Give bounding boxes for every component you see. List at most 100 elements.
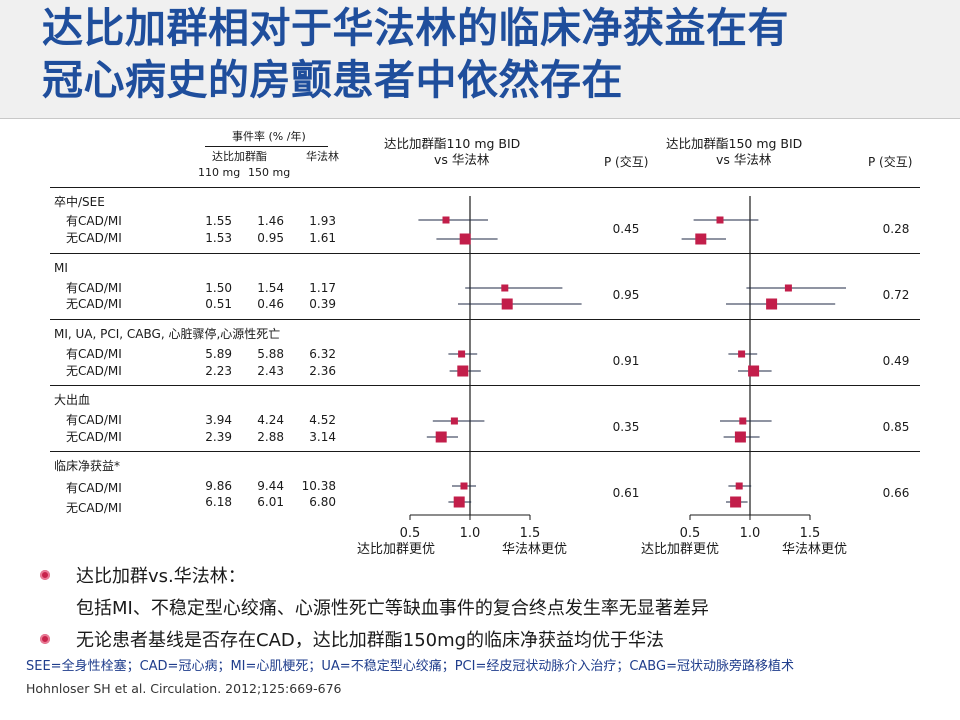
page-title-line2: 冠心病史的房颤患者中依然存在 <box>42 56 623 104</box>
p-value-150: 0.85 <box>882 420 910 434</box>
rate-d110: 6.18 <box>205 495 232 509</box>
hazard-ratio-marker <box>738 350 746 358</box>
rate-warfarin: 10.38 <box>301 479 336 493</box>
rate-d150: 0.46 <box>257 297 284 311</box>
p-value-110: 0.61 <box>612 486 640 500</box>
table-header-rule <box>50 187 920 188</box>
rate-warfarin: 0.39 <box>309 297 336 311</box>
forest2-title-line1: 达比加群酯150 mg BID <box>666 136 803 151</box>
p-value-110: 0.45 <box>612 222 640 236</box>
hazard-ratio-marker <box>784 284 792 292</box>
x-tick-label: 1.5 <box>520 526 541 541</box>
rate-warfarin: 1.61 <box>309 231 336 245</box>
row-label: 有CAD/MI <box>66 481 122 495</box>
favors-dabigatran-label-2: 达比加群更优 <box>641 542 720 557</box>
bullet-2: 无论患者基线是否存在CAD，达比加群酯150mg的临床净获益均优于华法 <box>76 630 665 651</box>
p-interaction-header-1: P (交互) <box>604 155 649 169</box>
citation: Hohnloser SH et al. Circulation. 2012;12… <box>26 681 342 696</box>
rate-warfarin: 6.32 <box>309 347 336 361</box>
hazard-ratio-marker <box>460 482 468 490</box>
rate-warfarin: 2.36 <box>309 364 336 378</box>
p-value-150: 0.28 <box>882 222 910 236</box>
row-label: 有CAD/MI <box>66 347 122 361</box>
p-value-150: 0.49 <box>882 354 910 368</box>
forest1-title-line2: vs 华法林 <box>434 152 490 167</box>
rate-warfarin: 1.93 <box>309 214 336 228</box>
row-label: 无CAD/MI <box>66 297 122 311</box>
row-label: 有CAD/MI <box>66 281 122 295</box>
row-label: 无CAD/MI <box>66 501 122 515</box>
hazard-ratio-marker <box>739 417 747 425</box>
rate-d110: 3.94 <box>205 413 232 427</box>
bullet-icon <box>40 570 50 580</box>
dabigatran-header: 达比加群酯 <box>212 150 267 163</box>
favors-warfarin-label-1: 华法林更优 <box>502 542 568 557</box>
p-value-110: 0.91 <box>612 354 640 368</box>
hazard-ratio-marker <box>766 298 778 310</box>
rate-d150: 5.88 <box>257 347 284 361</box>
hazard-ratio-marker <box>716 216 724 224</box>
rate-d110: 0.51 <box>205 297 232 311</box>
p-value-150: 0.72 <box>882 288 910 302</box>
x-tick-label: 0.5 <box>680 526 701 541</box>
forest2-title-line2: vs 华法林 <box>716 152 772 167</box>
group-separator <box>50 385 920 386</box>
hazard-ratio-marker <box>735 482 743 490</box>
hazard-ratio-marker <box>501 284 509 292</box>
title-separator <box>0 118 960 119</box>
x-tick-label: 1.0 <box>460 526 481 541</box>
hazard-ratio-marker <box>748 365 760 377</box>
dose-150-header: 150 mg <box>248 166 291 179</box>
hazard-ratio-marker <box>450 417 458 425</box>
rate-d150: 2.43 <box>257 364 284 378</box>
abbreviation-footnote: SEE=全身性栓塞；CAD=冠心病；MI=心肌梗死；UA=不稳定型心绞痛；PCI… <box>26 659 794 674</box>
hazard-ratio-marker <box>695 233 707 245</box>
rate-d110: 1.50 <box>205 281 232 295</box>
rate-warfarin: 3.14 <box>309 430 336 444</box>
group-separator <box>50 451 920 452</box>
hazard-ratio-marker <box>457 365 469 377</box>
rate-d150: 4.24 <box>257 413 284 427</box>
x-tick-label: 1.5 <box>800 526 821 541</box>
page-title: 达比加群相对于华法林的临床净获益在有 冠心病史的房颤患者中依然存在 <box>42 2 942 106</box>
bullet-1: 达比加群vs.华法林： <box>76 566 246 587</box>
rate-warfarin: 1.17 <box>309 281 336 295</box>
rate-d110: 1.53 <box>205 231 232 245</box>
rate-d110: 9.86 <box>205 479 232 493</box>
group-label-stroke-see: 卒中/SEE <box>54 195 105 209</box>
group-label-net-clinical-benefit: 临床净获益* <box>54 459 121 473</box>
warfarin-header: 华法林 <box>306 150 339 163</box>
hazard-ratio-marker <box>459 233 471 245</box>
rate-d150: 1.46 <box>257 214 284 228</box>
hazard-ratio-marker <box>734 431 746 443</box>
hazard-ratio-marker <box>730 496 742 508</box>
rate-d110: 5.89 <box>205 347 232 361</box>
row-label: 无CAD/MI <box>66 364 122 378</box>
row-label: 有CAD/MI <box>66 214 122 228</box>
rate-d150: 0.95 <box>257 231 284 245</box>
page-title-line1: 达比加群相对于华法林的临床净获益在有 <box>42 4 789 52</box>
event-rate-header: 事件率 (% /年) <box>232 130 306 143</box>
hazard-ratio-marker <box>453 496 465 508</box>
hazard-ratio-marker <box>501 298 513 310</box>
rate-d110: 1.55 <box>205 214 232 228</box>
favors-dabigatran-label-1: 达比加群更优 <box>357 542 436 557</box>
p-value-110: 0.35 <box>612 420 640 434</box>
favors-warfarin-label-2: 华法林更优 <box>782 542 848 557</box>
group-label-mi: MI <box>54 261 68 275</box>
rate-warfarin: 4.52 <box>309 413 336 427</box>
dose-110-header: 110 mg <box>198 166 241 179</box>
p-value-150: 0.66 <box>882 486 910 500</box>
group-separator <box>50 319 920 320</box>
hazard-ratio-marker <box>458 350 466 358</box>
bullet-icon <box>40 634 50 644</box>
row-label: 无CAD/MI <box>66 231 122 245</box>
x-tick-label: 0.5 <box>400 526 421 541</box>
row-label: 有CAD/MI <box>66 413 122 427</box>
x-tick-label: 1.0 <box>740 526 761 541</box>
title-band <box>0 0 960 118</box>
rate-d150: 2.88 <box>257 430 284 444</box>
group-separator <box>50 253 920 254</box>
group-label-major-bleeding: 大出血 <box>54 393 91 407</box>
rate-d110: 2.23 <box>205 364 232 378</box>
